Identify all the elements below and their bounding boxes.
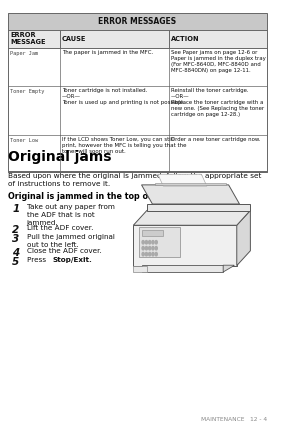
- Text: 3: 3: [12, 234, 20, 244]
- Text: Lift the ADF cover.: Lift the ADF cover.: [27, 225, 93, 231]
- FancyBboxPatch shape: [8, 135, 267, 172]
- Polygon shape: [147, 204, 250, 211]
- Circle shape: [148, 246, 151, 250]
- Circle shape: [148, 241, 151, 244]
- Polygon shape: [223, 265, 234, 272]
- Text: Order a new toner cartridge now.: Order a new toner cartridge now.: [171, 137, 260, 142]
- Text: 2: 2: [12, 225, 20, 235]
- Text: If the LCD shows Toner Low, you can still
print, however the MFC is telling you : If the LCD shows Toner Low, you can stil…: [62, 137, 186, 154]
- Polygon shape: [142, 265, 223, 272]
- Circle shape: [155, 246, 157, 250]
- Circle shape: [152, 246, 154, 250]
- Text: Toner Empty: Toner Empty: [10, 89, 44, 94]
- Text: MAINTENANCE   12 - 4: MAINTENANCE 12 - 4: [201, 416, 267, 422]
- Circle shape: [142, 241, 144, 244]
- Text: ERROR MESSAGES: ERROR MESSAGES: [98, 17, 176, 26]
- Text: Close the ADF cover.: Close the ADF cover.: [27, 248, 101, 254]
- Text: See Paper jams on page 12-6 or
Paper is jammed in the duplex tray
(For MFC-8640D: See Paper jams on page 12-6 or Paper is …: [171, 50, 266, 73]
- Text: 5: 5: [12, 257, 20, 267]
- Polygon shape: [134, 210, 250, 225]
- Polygon shape: [158, 174, 207, 186]
- Text: ACTION: ACTION: [171, 36, 199, 42]
- Text: Toner Low: Toner Low: [10, 138, 38, 143]
- Text: Stop/Exit.: Stop/Exit.: [52, 257, 92, 263]
- Circle shape: [155, 252, 157, 256]
- FancyBboxPatch shape: [169, 30, 267, 48]
- Circle shape: [155, 241, 157, 244]
- Circle shape: [145, 241, 148, 244]
- Text: CAUSE: CAUSE: [62, 36, 86, 42]
- Circle shape: [145, 246, 148, 250]
- Text: Paper Jam: Paper Jam: [10, 51, 38, 56]
- FancyBboxPatch shape: [8, 13, 267, 30]
- Polygon shape: [237, 210, 250, 266]
- Text: Take out any paper from
the ADF that is not
jammed.: Take out any paper from the ADF that is …: [27, 204, 115, 226]
- Text: Toner cartridge is not installed.
—OR—
Toner is used up and printing is not poss: Toner cartridge is not installed. —OR— T…: [62, 88, 185, 105]
- Polygon shape: [134, 225, 237, 266]
- Polygon shape: [139, 227, 180, 257]
- Text: Original is jammed in the top of the ADF unit.: Original is jammed in the top of the ADF…: [8, 192, 214, 201]
- Polygon shape: [155, 183, 226, 185]
- Text: Pull the jammed original
out to the left.: Pull the jammed original out to the left…: [27, 234, 115, 248]
- FancyBboxPatch shape: [8, 86, 267, 135]
- Text: Based upon where the original is jammed, follow the appropriate set
of instructi: Based upon where the original is jammed,…: [8, 173, 262, 187]
- Text: 4: 4: [12, 248, 20, 258]
- Text: 1: 1: [12, 204, 20, 214]
- Polygon shape: [142, 230, 163, 236]
- Circle shape: [152, 252, 154, 256]
- Text: Original jams: Original jams: [8, 150, 112, 164]
- Text: The paper is jammed in the MFC.: The paper is jammed in the MFC.: [62, 50, 153, 55]
- Text: Reinstall the toner cartridge.
—OR—
Replace the toner cartridge with a
new one. : Reinstall the toner cartridge. —OR— Repl…: [171, 88, 264, 117]
- Circle shape: [145, 252, 148, 256]
- Text: ERROR
MESSAGE: ERROR MESSAGE: [10, 32, 46, 45]
- FancyBboxPatch shape: [60, 30, 169, 48]
- FancyBboxPatch shape: [8, 48, 267, 86]
- Circle shape: [142, 252, 144, 256]
- Text: Press: Press: [27, 257, 48, 263]
- Polygon shape: [142, 185, 239, 204]
- Circle shape: [142, 246, 144, 250]
- FancyBboxPatch shape: [8, 30, 60, 48]
- Polygon shape: [134, 266, 147, 272]
- Circle shape: [152, 241, 154, 244]
- Circle shape: [148, 252, 151, 256]
